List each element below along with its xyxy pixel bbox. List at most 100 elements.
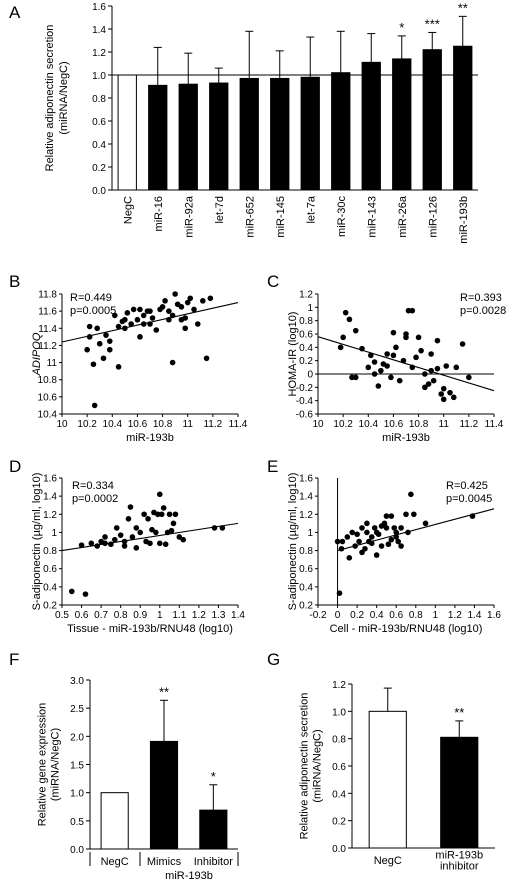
y-tick-label: 0 bbox=[307, 370, 313, 381]
p-value-d: p=0.0002 bbox=[72, 493, 118, 505]
data-point-c bbox=[352, 374, 359, 381]
x-tick-label: 11.2 bbox=[459, 419, 478, 430]
group-label-f: miR-193b bbox=[165, 870, 213, 882]
y-tick-label: 11.6 bbox=[38, 307, 57, 318]
bar-a bbox=[453, 45, 473, 191]
significance-f: ** bbox=[159, 684, 169, 699]
x-tick-label: 10.6 bbox=[384, 419, 404, 430]
data-point-c bbox=[368, 352, 374, 359]
data-point-b bbox=[130, 306, 137, 313]
data-point-b bbox=[147, 321, 153, 327]
category-label-g: miR-193b inhibitor bbox=[435, 850, 483, 873]
data-point-b bbox=[140, 321, 147, 327]
y-tick-label: -0.2 bbox=[296, 383, 314, 394]
data-point-c bbox=[450, 394, 457, 401]
bar-a bbox=[422, 49, 442, 191]
data-point-e bbox=[378, 523, 385, 529]
y-tick-label: 1.2 bbox=[43, 510, 57, 521]
data-point-d bbox=[133, 545, 140, 551]
y-tick-label: 11 bbox=[47, 358, 58, 369]
data-point-d bbox=[176, 534, 183, 540]
y-tick-label: 1.4 bbox=[43, 492, 57, 503]
data-point-e bbox=[405, 529, 411, 536]
data-point-c bbox=[371, 371, 378, 377]
x-tick-label: 1.2 bbox=[448, 610, 462, 621]
bar-f bbox=[100, 792, 129, 850]
category-label-a: miR-16 bbox=[153, 196, 165, 231]
data-point-c bbox=[434, 365, 441, 372]
data-point-e bbox=[393, 529, 400, 536]
data-point-c bbox=[384, 363, 390, 369]
x-tick-label: 11.2 bbox=[203, 419, 222, 430]
data-point-e bbox=[383, 513, 390, 519]
data-point-e bbox=[334, 538, 341, 545]
data-point-b bbox=[159, 304, 166, 310]
y-tick-label: 1.2 bbox=[332, 680, 346, 691]
category-label-f: Mimics bbox=[147, 856, 182, 868]
data-point-c bbox=[440, 385, 447, 392]
bar-g bbox=[368, 710, 407, 849]
data-point-c bbox=[390, 352, 397, 359]
bar-a bbox=[300, 76, 320, 191]
data-point-b bbox=[149, 315, 156, 321]
x-tick-label: 0.2 bbox=[350, 610, 364, 621]
data-point-d bbox=[102, 534, 108, 540]
r-value-d: R=0.334 bbox=[72, 480, 114, 492]
y-tick-label: 0.4 bbox=[299, 582, 313, 593]
category-label-a: let-7a bbox=[305, 195, 317, 223]
bar-a bbox=[239, 77, 259, 191]
panel-label-b: B bbox=[9, 272, 20, 291]
y-tick-label: -0.4 bbox=[296, 396, 314, 407]
data-point-c bbox=[466, 374, 472, 381]
x-tick-label: 11.4 bbox=[229, 419, 248, 430]
x-tick-label: 0.6 bbox=[75, 610, 89, 621]
x-axis-label-b: miR-193b bbox=[126, 432, 174, 444]
data-point-d bbox=[141, 511, 147, 518]
data-point-e bbox=[388, 536, 395, 543]
panel-label-e: E bbox=[267, 457, 278, 476]
y-tick-label: 0.0 bbox=[332, 844, 346, 855]
data-point-c bbox=[434, 337, 441, 344]
x-tick-label: 0.4 bbox=[370, 610, 384, 621]
y-axis-label-f: Relative gene expression(miRNA/NegC) bbox=[37, 703, 62, 827]
data-point-b bbox=[112, 312, 118, 319]
significance-a: * bbox=[399, 20, 404, 35]
data-point-e bbox=[338, 545, 345, 552]
y-axis-label-g: Relative adiponectin secretion(miRNA/Neg… bbox=[299, 693, 324, 840]
x-tick-label: 11.4 bbox=[485, 419, 504, 430]
data-point-b bbox=[184, 299, 191, 306]
data-point-c bbox=[384, 351, 390, 357]
y-tick-label: 0.4 bbox=[299, 343, 313, 354]
y-tick-label: 0.4 bbox=[43, 582, 57, 593]
x-tick-label: 0.7 bbox=[94, 610, 108, 621]
data-point-b bbox=[115, 323, 122, 330]
data-point-b bbox=[86, 323, 93, 330]
data-point-c bbox=[342, 309, 349, 316]
data-point-b bbox=[122, 316, 128, 323]
data-point-c bbox=[425, 381, 432, 387]
data-point-b bbox=[134, 316, 141, 323]
category-label-a: miR-652 bbox=[244, 196, 256, 238]
y-tick-label: 1.0 bbox=[332, 707, 346, 718]
data-point-d bbox=[68, 588, 75, 595]
y-axis-label-b: ADIPOQ bbox=[31, 332, 43, 376]
data-point-e bbox=[398, 525, 404, 531]
x-tick-label: 0.8 bbox=[409, 610, 423, 621]
x-tick-label: 10.8 bbox=[409, 419, 429, 430]
y-tick-label: 1 bbox=[307, 528, 313, 539]
data-point-e bbox=[346, 555, 353, 561]
data-point-d bbox=[166, 511, 173, 518]
y-tick-label: 10.8 bbox=[38, 375, 58, 386]
data-point-b bbox=[140, 312, 147, 319]
data-point-e bbox=[349, 529, 356, 536]
bar-a bbox=[117, 74, 137, 191]
y-axis-label-e: S-adiponectin (µg/ml, log10) bbox=[287, 473, 299, 611]
data-point-d bbox=[82, 591, 89, 597]
y-tick-label: 1.6 bbox=[299, 474, 313, 485]
data-point-e bbox=[368, 540, 375, 547]
p-value-e: p=0.0045 bbox=[446, 493, 492, 505]
y-tick-label: 3.0 bbox=[70, 676, 84, 687]
x-tick-label: 11 bbox=[439, 419, 450, 430]
data-point-b bbox=[203, 355, 210, 362]
data-point-b bbox=[172, 291, 178, 297]
